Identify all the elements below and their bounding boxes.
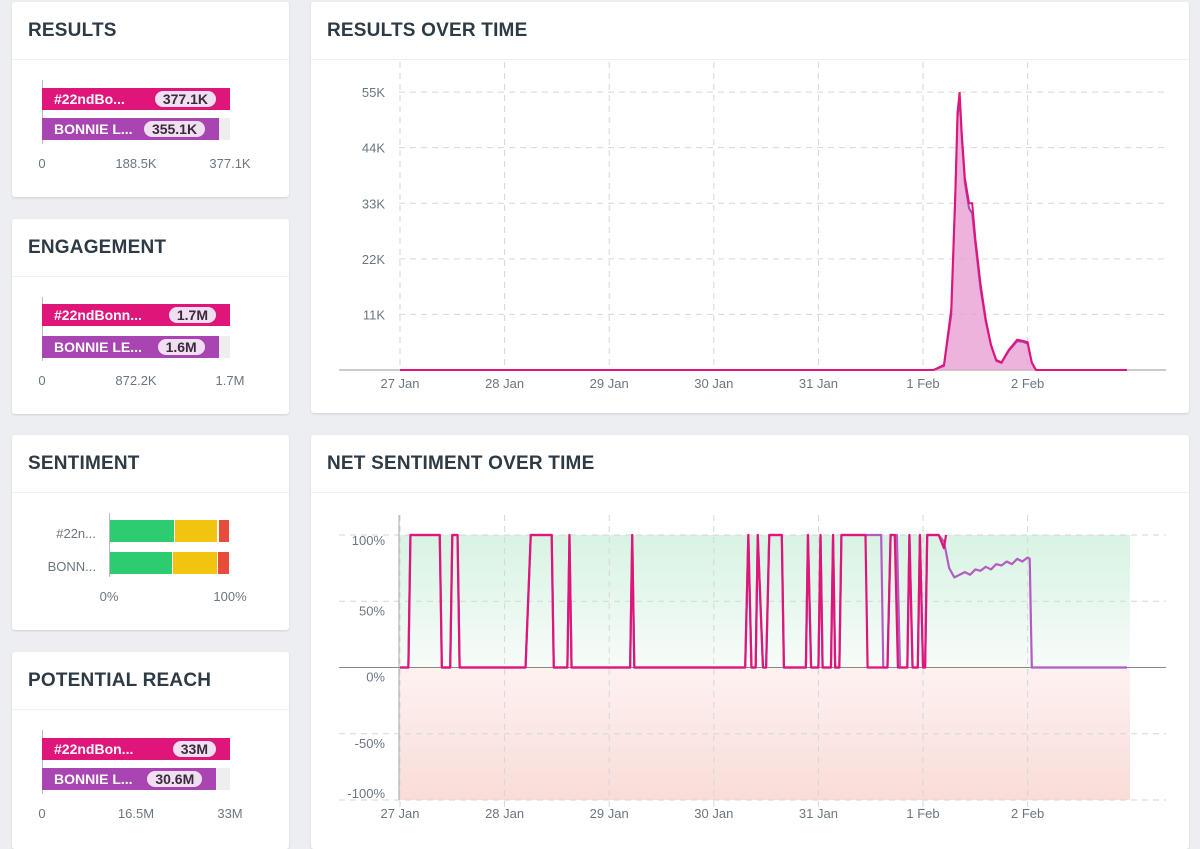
engagement-tick-2: 1.7M	[215, 373, 245, 388]
reach-tick-2: 33M	[217, 806, 243, 821]
chart1-xtick: 27 Jan	[380, 376, 419, 391]
reach-bar-2-name: BONNIE L...	[54, 771, 133, 787]
chart1-grid	[399, 62, 1166, 370]
reach-title: POTENTIAL REACH	[28, 670, 212, 691]
engagement-title: ENGAGEMENT	[28, 237, 167, 258]
results-bar-1-fill: #22ndBo... 377.1K	[42, 88, 230, 110]
chart1-area-bonnieleona	[400, 97, 1127, 370]
reach-tick-0: 0	[38, 806, 46, 821]
engagement-axis	[42, 297, 43, 361]
reach-bar-2[interactable]: BONNIE L... 30.6M	[42, 768, 230, 790]
engagement-card: ENGAGEMENT #22ndBonn... 1.7M BONNIE LE..…	[12, 219, 289, 414]
divider	[12, 492, 289, 493]
divider	[311, 492, 1189, 493]
engagement-bar-1-value: 1.7M	[168, 307, 216, 323]
results-bar-2-name: BONNIE L...	[54, 121, 133, 137]
reach-bar-2-fill: BONNIE L... 30.6M	[42, 768, 217, 790]
sentiment-row-2-label: BONN...	[47, 559, 96, 574]
sentiment-row-2-neutral-segment[interactable]	[173, 552, 217, 574]
sentiment-row-1-negative-segment[interactable]	[218, 520, 229, 542]
engagement-bar-1-name: #22ndBonn...	[54, 307, 142, 323]
engagement-tick-0: 0	[38, 373, 46, 388]
chart2-line-22ndbonnieleonaday	[400, 533, 948, 669]
sentiment-row-1-positive-segment[interactable]	[109, 520, 174, 542]
reach-bar-1-value: 33M	[172, 741, 216, 757]
chart1-xtick: 2 Feb	[1011, 376, 1044, 391]
chart1-xtick: 31 Jan	[799, 376, 838, 391]
reach-bar-1[interactable]: #22ndBon... 33M	[42, 738, 230, 760]
chart2-ytick: 50%	[359, 603, 385, 618]
results-over-time-title: RESULTS OVER TIME	[327, 20, 528, 41]
net-sentiment-chart[interactable]: -100% -50% 0% 50% 100% 27 Jan 28 Jan 29 Jan 30 J…	[311, 435, 1189, 849]
results-card: RESULTS #22ndBo... 377.1K BONNIE L... 35…	[12, 2, 289, 197]
results-bar-1-name: #22ndBo...	[54, 91, 125, 107]
reach-card: POTENTIAL REACH #22ndBon... 33M BONNIE L…	[12, 652, 289, 849]
engagement-bar-2-value: 1.6M	[157, 339, 205, 355]
reach-bar-2-value: 30.6M	[147, 771, 203, 787]
chart2-xtick: 30 Jan	[694, 806, 733, 821]
reach-bar-1-name: #22ndBon...	[54, 741, 134, 757]
divider	[311, 59, 1189, 60]
sentiment-row-2-positive-segment[interactable]	[109, 552, 173, 574]
results-bar-2[interactable]: BONNIE L... 355.1K	[42, 118, 230, 140]
results-title: RESULTS	[28, 20, 117, 41]
sentiment-row-1-neutral-segment[interactable]	[174, 520, 218, 542]
net-sentiment-card: NET SENTIMENT OVER TIME -100% -50% 0% 50% 10…	[311, 435, 1189, 849]
divider	[12, 59, 289, 60]
sentiment-axis	[109, 513, 110, 577]
results-tick-0: 0	[38, 156, 46, 171]
chart1-ytick: 44K	[362, 141, 385, 156]
chart2-ytick: 0%	[366, 670, 385, 685]
engagement-bar-1-fill: #22ndBonn... 1.7M	[42, 304, 230, 326]
sentiment-title: SENTIMENT	[28, 453, 140, 474]
engagement-bar-2-fill: BONNIE LE... 1.6M	[42, 336, 219, 358]
net-sentiment-title: NET SENTIMENT OVER TIME	[327, 453, 595, 474]
sentiment-row-2-negative-segment[interactable]	[217, 552, 229, 574]
results-over-time-chart[interactable]: 11K 22K 33K 44K 55K 27 Jan 28 Jan 29 Jan 30 Jan 3…	[311, 2, 1189, 413]
divider	[12, 276, 289, 277]
chart2-ytick: -50%	[355, 736, 386, 751]
results-over-time-card: RESULTS OVER TIME 11K 22K 33K 44K 55K 27 Jan 2…	[311, 2, 1189, 413]
divider	[12, 709, 289, 710]
results-tick-1: 188.5K	[115, 156, 157, 171]
chart1-ytick: 33K	[362, 196, 385, 211]
chart1-line-bonnieleona	[400, 97, 1127, 371]
chart1-ytick: 22K	[362, 252, 385, 267]
results-bar-2-fill: BONNIE L... 355.1K	[42, 118, 220, 140]
engagement-bar-1[interactable]: #22ndBonn... 1.7M	[42, 304, 230, 326]
chart2-xtick: 29 Jan	[590, 806, 629, 821]
results-tick-2: 377.1K	[209, 156, 251, 171]
chart1-xtick: 1 Feb	[906, 376, 939, 391]
engagement-bar-2[interactable]: BONNIE LE... 1.6M	[42, 336, 230, 358]
chart2-xtick: 2 Feb	[1011, 806, 1044, 821]
sentiment-row-1-label: #22n...	[56, 526, 96, 541]
chart2-xtick: 31 Jan	[799, 806, 838, 821]
chart1-xtick: 29 Jan	[590, 376, 629, 391]
chart1-line-22ndbonnieleonaday	[400, 92, 1127, 371]
chart1-xtick: 28 Jan	[485, 376, 524, 391]
results-bar-2-value: 355.1K	[143, 121, 206, 137]
results-axis	[42, 80, 43, 144]
reach-bar-1-fill: #22ndBon... 33M	[42, 738, 230, 760]
sentiment-card: SENTIMENT #22n... BONN... 0% 100%	[12, 435, 289, 630]
sentiment-tick-1: 100%	[213, 589, 247, 604]
engagement-tick-1: 872.2K	[115, 373, 157, 388]
sentiment-tick-0: 0%	[99, 589, 119, 604]
results-bar-1[interactable]: #22ndBo... 377.1K	[42, 88, 230, 110]
chart1-xtick: 30 Jan	[694, 376, 733, 391]
chart2-xtick: 1 Feb	[906, 806, 939, 821]
chart1-ytick: 11K	[363, 307, 385, 322]
engagement-bar-2-name: BONNIE LE...	[54, 339, 142, 355]
chart2-xtick: 27 Jan	[380, 806, 419, 821]
reach-tick-1: 16.5M	[117, 806, 155, 821]
chart2-xtick: 28 Jan	[485, 806, 524, 821]
chart2-ytick: 100%	[352, 533, 386, 548]
chart2-ytick: -100%	[347, 786, 385, 801]
results-bar-1-value: 377.1K	[154, 91, 216, 107]
chart1-ytick: 55K	[362, 85, 385, 100]
reach-axis	[42, 730, 43, 794]
